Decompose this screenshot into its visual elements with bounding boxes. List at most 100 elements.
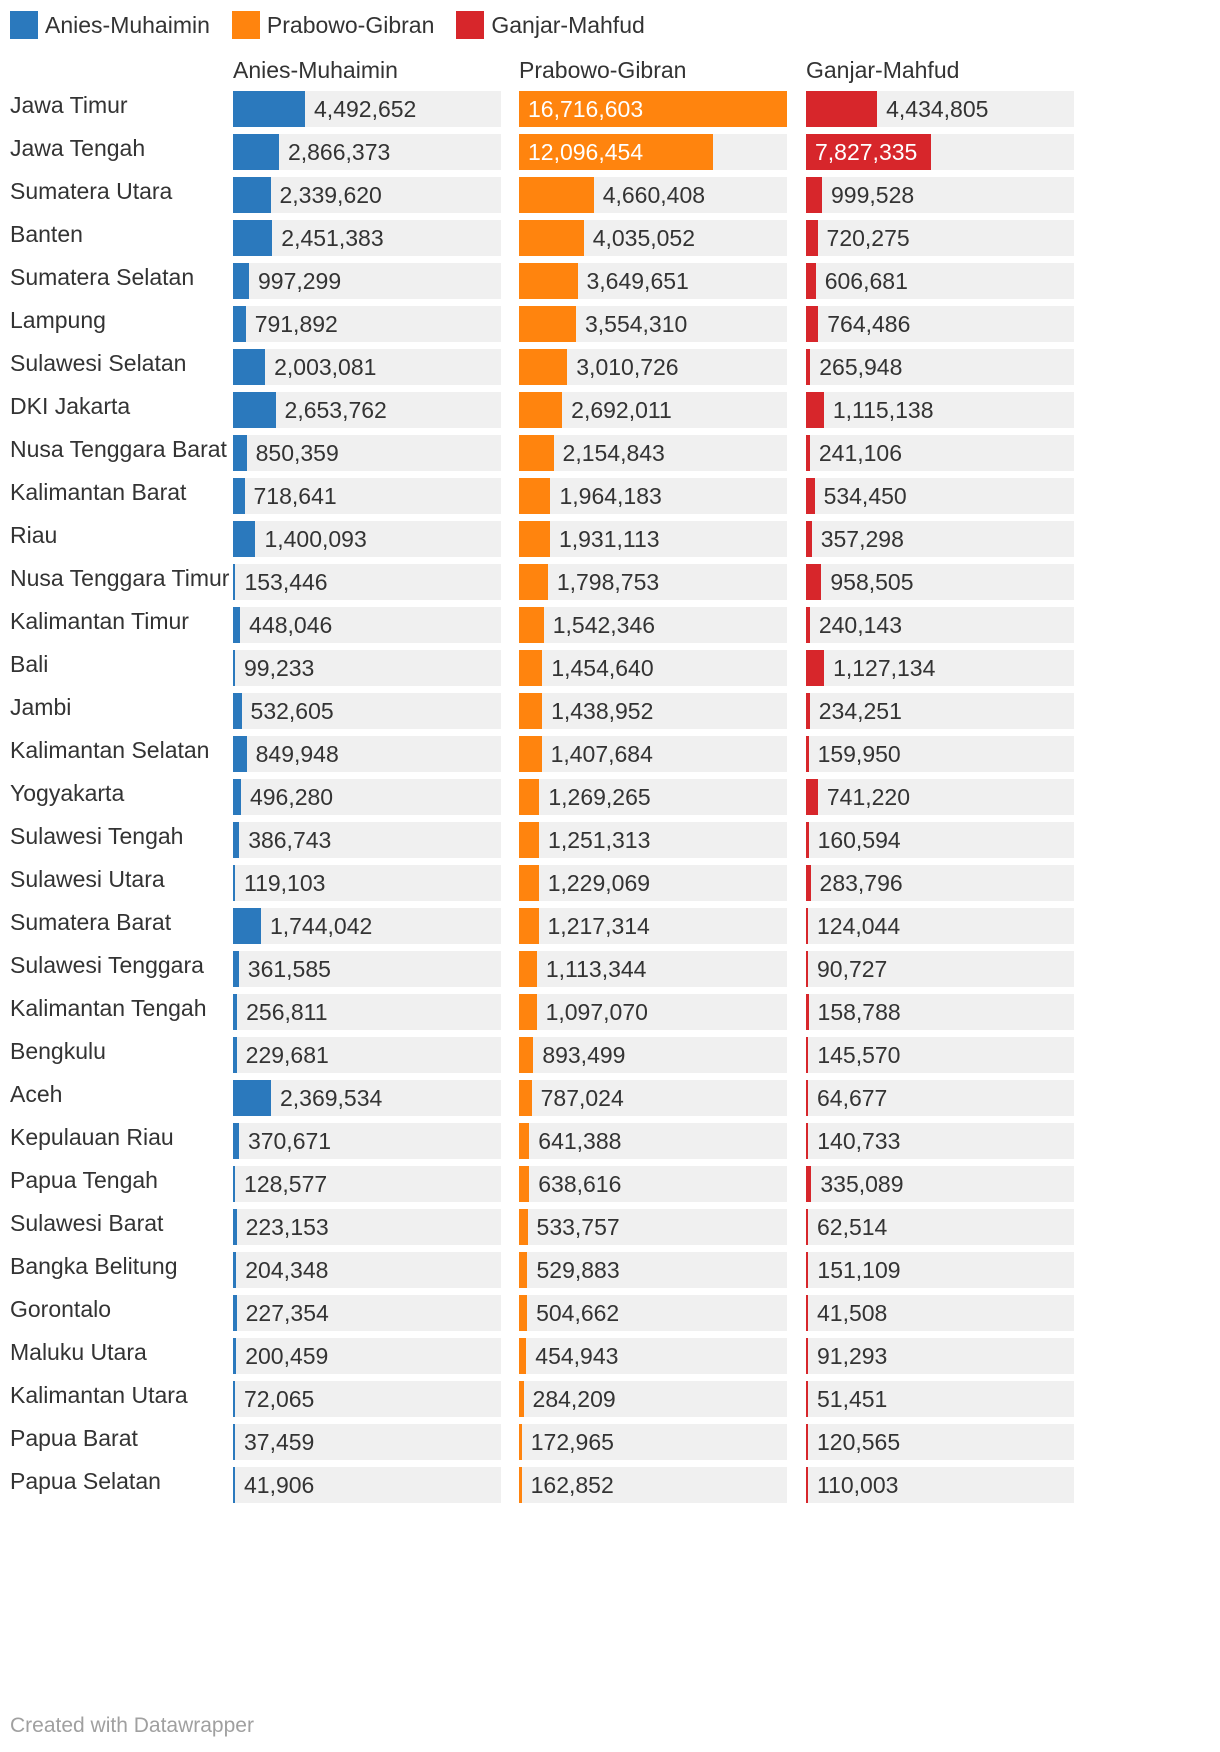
row-label-jawa-timur: Jawa Timur: [10, 92, 128, 118]
bar-bali-prabowo-gibran: [519, 650, 543, 686]
column-header-prabowo-gibran: Prabowo-Gibran: [519, 57, 687, 83]
value-label-sulawesi-tengah-prabowo-gibran: 1,251,313: [548, 827, 651, 853]
bar-yogyakarta-anies-muhaimin: [233, 779, 241, 815]
chart-legend: Anies-Muhaimin Prabowo-Gibran Ganjar-Mahfu…: [10, 10, 667, 40]
legend-swatch-ganjar-mahfud: [456, 11, 485, 39]
value-label-bangka-belitung-ganjar-mahfud: 151,109: [817, 1257, 901, 1283]
row-label-sulawesi-utara: Sulawesi Utara: [10, 866, 165, 892]
value-label-papua-selatan-prabowo-gibran: 162,852: [530, 1472, 614, 1498]
value-label-aceh-prabowo-gibran: 787,024: [540, 1085, 624, 1111]
bar-track-kalimantan-selatan-prabowo-gibran: [519, 736, 787, 772]
value-label-jawa-timur-prabowo-gibran: 16,716,603: [528, 96, 644, 122]
bar-track-lampung-ganjar-mahfud: [806, 306, 1074, 342]
bar-kalimantan-tengah-ganjar-mahfud: [806, 994, 809, 1030]
bar-sulawesi-tengah-ganjar-mahfud: [806, 822, 809, 858]
bar-sulawesi-utara-ganjar-mahfud: [806, 865, 811, 901]
value-label-kalimantan-timur-ganjar-mahfud: 240,143: [818, 612, 902, 638]
bar-track-bengkulu-ganjar-mahfud: [806, 1037, 1074, 1073]
bar-track-nusa-tenggara-timur-anies-muhaimin: [233, 564, 501, 600]
value-label-kalimantan-utara-prabowo-gibran: 284,209: [532, 1386, 616, 1412]
row-label-dki-jakarta: DKI Jakarta: [10, 393, 131, 419]
value-label-lampung-anies-muhaimin: 791,892: [254, 311, 338, 337]
value-label-bangka-belitung-anies-muhaimin: 204,348: [245, 1257, 329, 1283]
value-label-sulawesi-barat-prabowo-gibran: 533,757: [536, 1214, 620, 1240]
bar-bangka-belitung-ganjar-mahfud: [806, 1252, 809, 1288]
value-label-papua-barat-prabowo-gibran: 172,965: [530, 1429, 614, 1455]
bar-sulawesi-barat-anies-muhaimin: [233, 1209, 237, 1245]
row-label-bengkulu: Bengkulu: [10, 1038, 106, 1064]
value-label-papua-tengah-prabowo-gibran: 638,616: [538, 1171, 622, 1197]
bar-track-bangka-belitung-prabowo-gibran: [519, 1252, 787, 1288]
bar-track-sumatera-utara-ganjar-mahfud: [806, 177, 1074, 213]
bar-track-sulawesi-utara-prabowo-gibran: [519, 865, 787, 901]
value-label-gorontalo-anies-muhaimin: 227,354: [245, 1300, 329, 1326]
value-label-gorontalo-ganjar-mahfud: 41,508: [817, 1300, 888, 1326]
row-label-jawa-tengah: Jawa Tengah: [10, 135, 146, 161]
bar-track-jambi-prabowo-gibran: [519, 693, 787, 729]
bar-kalimantan-timur-prabowo-gibran: [519, 607, 544, 643]
bar-track-sulawesi-tenggara-ganjar-mahfud: [806, 951, 1074, 987]
value-label-sulawesi-tenggara-anies-muhaimin: 361,585: [247, 956, 331, 982]
value-label-yogyakarta-ganjar-mahfud: 741,220: [826, 784, 911, 810]
bar-track-papua-barat-ganjar-mahfud: [806, 1424, 1074, 1460]
bar-track-banten-anies-muhaimin: [233, 220, 501, 256]
bar-sulawesi-barat-ganjar-mahfud: [806, 1209, 808, 1245]
legend-label-prabowo-gibran: Prabowo-Gibran: [266, 11, 435, 38]
bar-track-aceh-ganjar-mahfud: [806, 1080, 1074, 1116]
bar-track-kalimantan-utara-prabowo-gibran: [519, 1381, 787, 1417]
value-label-bali-ganjar-mahfud: 1,127,134: [833, 655, 936, 681]
bar-banten-ganjar-mahfud: [806, 220, 818, 256]
value-label-kepulauan-riau-anies-muhaimin: 370,671: [247, 1128, 332, 1154]
value-label-nusa-tenggara-timur-prabowo-gibran: 1,798,753: [556, 569, 660, 595]
row-label-aceh: Aceh: [10, 1081, 63, 1107]
value-label-jawa-tengah-prabowo-gibran: 12,096,454: [528, 139, 644, 165]
value-label-sumatera-barat-anies-muhaimin: 1,744,042: [269, 913, 373, 939]
value-label-kalimantan-selatan-ganjar-mahfud: 159,950: [817, 741, 901, 767]
bar-papua-barat-anies-muhaimin: [233, 1424, 235, 1460]
bar-track-kalimantan-barat-ganjar-mahfud: [806, 478, 1074, 514]
bar-nusa-tenggara-barat-prabowo-gibran: [519, 435, 554, 471]
row-label-kalimantan-selatan: Kalimantan Selatan: [10, 737, 210, 763]
value-label-aceh-anies-muhaimin: 2,369,534: [279, 1085, 383, 1111]
value-label-kalimantan-selatan-anies-muhaimin: 849,948: [255, 741, 339, 767]
bar-maluku-utara-prabowo-gibran: [519, 1338, 527, 1374]
bar-jambi-anies-muhaimin: [233, 693, 242, 729]
bar-aceh-ganjar-mahfud: [806, 1080, 808, 1116]
bar-track-yogyakarta-prabowo-gibran: [519, 779, 787, 815]
value-label-kalimantan-tengah-prabowo-gibran: 1,097,070: [545, 999, 648, 1025]
bar-bengkulu-anies-muhaimin: [233, 1037, 237, 1073]
bar-kalimantan-selatan-anies-muhaimin: [233, 736, 247, 772]
value-label-yogyakarta-anies-muhaimin: 496,280: [249, 784, 334, 810]
bar-track-aceh-prabowo-gibran: [519, 1080, 787, 1116]
bar-sumatera-utara-ganjar-mahfud: [806, 177, 823, 213]
bar-track-bali-anies-muhaimin: [233, 650, 501, 686]
bar-nusa-tenggara-timur-anies-muhaimin: [233, 564, 236, 600]
value-label-kalimantan-selatan-prabowo-gibran: 1,407,684: [550, 741, 653, 767]
bar-riau-ganjar-mahfud: [806, 521, 812, 557]
value-label-lampung-ganjar-mahfud: 764,486: [827, 311, 911, 337]
bar-lampung-prabowo-gibran: [519, 306, 576, 342]
value-label-sumatera-barat-prabowo-gibran: 1,217,314: [547, 913, 650, 939]
legend-item-ganjar-mahfud: Ganjar-Mahfud: [456, 11, 645, 39]
bar-track-gorontalo-ganjar-mahfud: [806, 1295, 1074, 1331]
bar-sulawesi-tengah-prabowo-gibran: [519, 822, 540, 858]
bar-track-papua-tengah-prabowo-gibran: [519, 1166, 787, 1202]
bar-track-kalimantan-barat-anies-muhaimin: [233, 478, 501, 514]
bar-track-papua-selatan-anies-muhaimin: [233, 1467, 501, 1503]
row-label-sumatera-barat: Sumatera Barat: [10, 909, 172, 935]
bar-track-papua-selatan-ganjar-mahfud: [806, 1467, 1074, 1503]
value-label-sumatera-utara-ganjar-mahfud: 999,528: [831, 182, 915, 208]
row-label-sumatera-utara: Sumatera Utara: [10, 178, 173, 204]
bar-aceh-anies-muhaimin: [233, 1080, 271, 1116]
bar-track-papua-barat-prabowo-gibran: [519, 1424, 787, 1460]
bar-jawa-timur-anies-muhaimin: [233, 91, 306, 127]
bar-track-sulawesi-tenggara-anies-muhaimin: [233, 951, 501, 987]
bar-maluku-utara-anies-muhaimin: [233, 1338, 237, 1374]
bar-track-papua-barat-anies-muhaimin: [233, 1424, 501, 1460]
value-label-sumatera-barat-ganjar-mahfud: 124,044: [817, 913, 901, 939]
bar-track-bali-prabowo-gibran: [519, 650, 787, 686]
bar-dki-jakarta-anies-muhaimin: [233, 392, 276, 428]
bar-sumatera-selatan-anies-muhaimin: [233, 263, 249, 299]
bar-yogyakarta-ganjar-mahfud: [806, 779, 818, 815]
bar-track-bali-ganjar-mahfud: [806, 650, 1074, 686]
